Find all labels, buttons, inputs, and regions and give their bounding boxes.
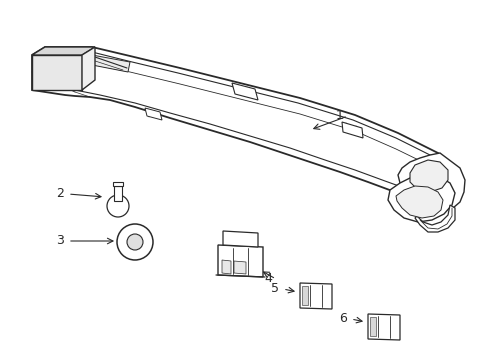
Circle shape — [107, 195, 129, 217]
Text: 4: 4 — [264, 271, 272, 284]
Polygon shape — [218, 245, 263, 277]
Polygon shape — [410, 160, 448, 192]
Polygon shape — [388, 175, 455, 222]
Polygon shape — [32, 47, 95, 55]
Polygon shape — [342, 122, 363, 138]
Polygon shape — [145, 108, 162, 120]
Polygon shape — [415, 205, 455, 232]
Polygon shape — [368, 314, 400, 340]
Text: 3: 3 — [56, 234, 64, 247]
Polygon shape — [370, 317, 376, 336]
Polygon shape — [82, 47, 95, 90]
Polygon shape — [396, 186, 443, 218]
Polygon shape — [232, 83, 258, 100]
Text: 1: 1 — [336, 108, 344, 122]
Polygon shape — [32, 55, 82, 90]
Polygon shape — [234, 261, 246, 274]
Polygon shape — [32, 47, 463, 200]
Text: 5: 5 — [271, 282, 279, 294]
Polygon shape — [223, 231, 258, 247]
Polygon shape — [302, 286, 308, 305]
Text: 6: 6 — [339, 311, 347, 324]
Circle shape — [117, 224, 153, 260]
Polygon shape — [113, 182, 123, 186]
Polygon shape — [92, 55, 130, 72]
Polygon shape — [222, 260, 231, 274]
Polygon shape — [398, 153, 465, 210]
Circle shape — [127, 234, 143, 250]
Polygon shape — [300, 283, 332, 309]
Text: 2: 2 — [56, 186, 64, 199]
Polygon shape — [114, 186, 122, 201]
